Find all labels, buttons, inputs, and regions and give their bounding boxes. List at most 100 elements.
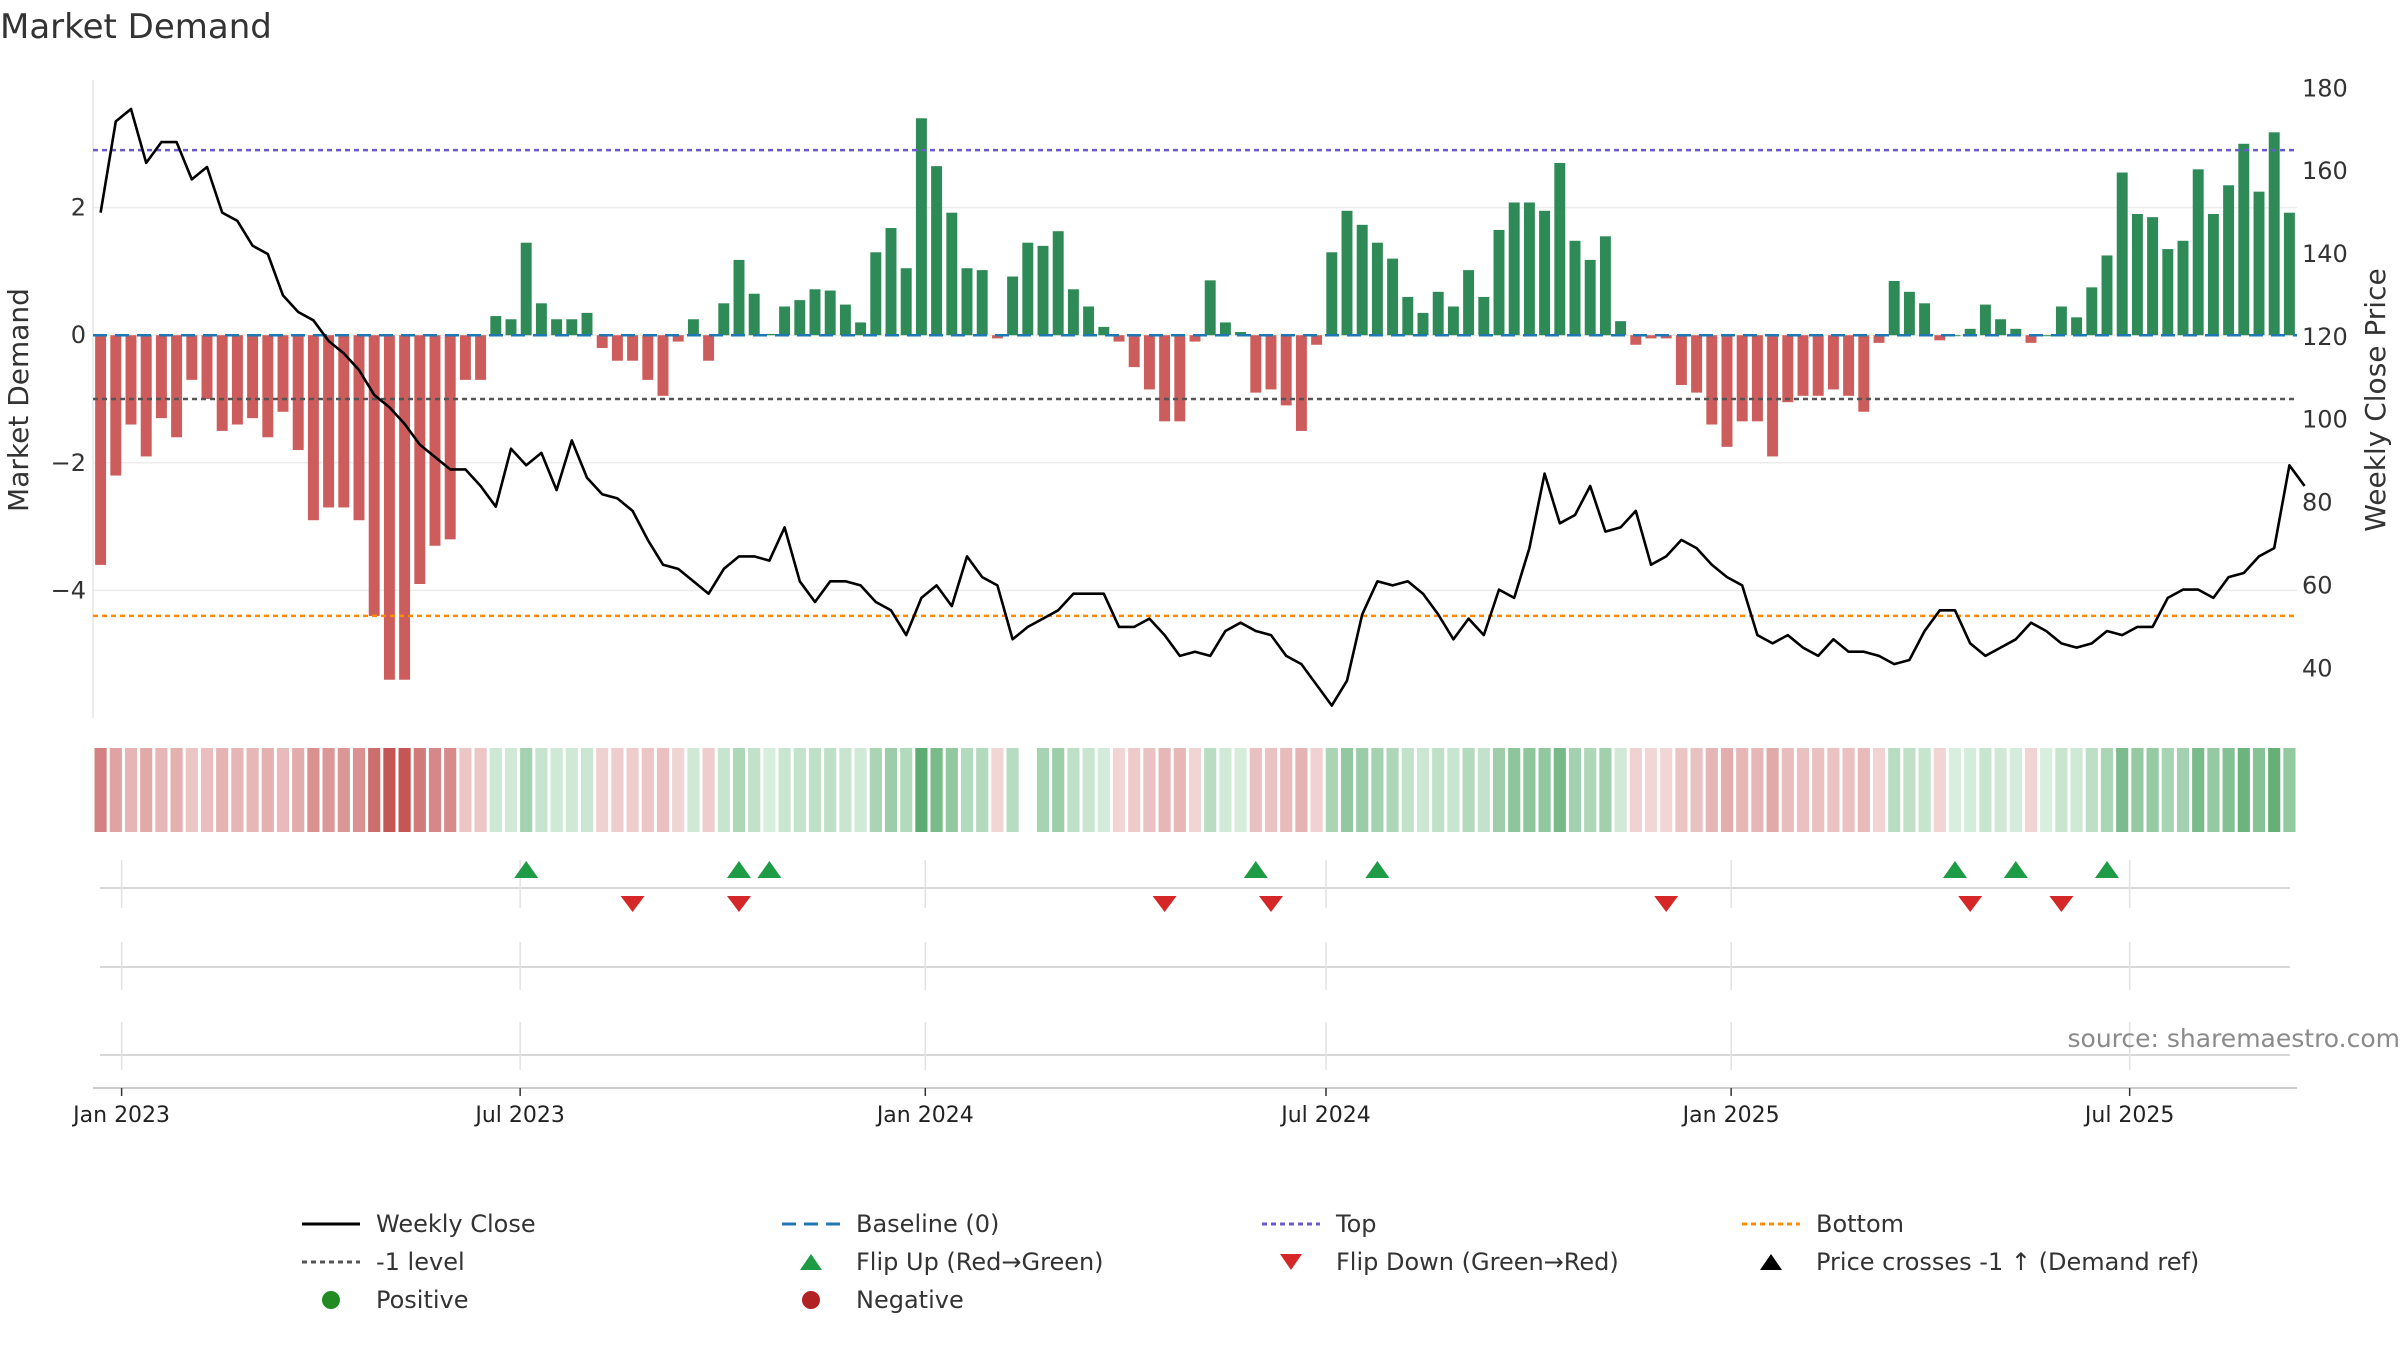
demand-bar bbox=[140, 335, 152, 457]
heat-cell bbox=[109, 748, 122, 832]
chart-title: Market Demand bbox=[0, 7, 272, 47]
heat-cell bbox=[459, 748, 472, 832]
demand-bar bbox=[338, 335, 350, 508]
demand-bar bbox=[1493, 229, 1505, 336]
heat-cell bbox=[352, 748, 366, 832]
heat-cell bbox=[565, 748, 578, 832]
demand-bar bbox=[1903, 291, 1915, 336]
heat-cell bbox=[1857, 748, 1870, 832]
demand-bar bbox=[1022, 242, 1034, 336]
triangle-down-icon bbox=[1280, 1254, 1302, 1270]
heat-cell bbox=[854, 748, 867, 832]
demand-bar bbox=[125, 335, 137, 425]
demand-bar bbox=[870, 252, 882, 336]
demand-bar bbox=[946, 212, 958, 336]
heat-cell bbox=[322, 748, 335, 832]
heat-cell bbox=[1036, 748, 1050, 832]
flip-markers-panel bbox=[93, 860, 2297, 1089]
heat-cell bbox=[1173, 748, 1186, 832]
demand-bar bbox=[855, 322, 867, 336]
heat-cell bbox=[2161, 748, 2174, 832]
heat-cell bbox=[656, 748, 670, 832]
demand-bar bbox=[657, 335, 669, 396]
demand-bar bbox=[642, 335, 654, 380]
demand-bar bbox=[1569, 240, 1581, 336]
heat-cell bbox=[261, 748, 274, 832]
price-line-layer bbox=[99, 107, 2306, 707]
demand-bar bbox=[520, 242, 532, 336]
heat-cell bbox=[915, 748, 928, 832]
heat-cell bbox=[1523, 748, 1536, 832]
demand-bar bbox=[1812, 335, 1824, 396]
heat-cell bbox=[1781, 748, 1794, 832]
right-y-tick-label: 100 bbox=[2302, 406, 2348, 434]
heat-cell bbox=[1644, 748, 1658, 832]
legend-flip-down: Flip Down (Green→Red) bbox=[1260, 1243, 1740, 1281]
demand-bar bbox=[1432, 291, 1444, 336]
heat-cell bbox=[2070, 748, 2083, 832]
legend-minus-one-level: -1 level bbox=[300, 1243, 780, 1281]
heat-cell bbox=[976, 748, 989, 832]
demand-bar bbox=[1265, 335, 1277, 390]
demand-bar bbox=[1584, 259, 1596, 336]
heat-cell bbox=[1219, 748, 1232, 832]
heat-cell bbox=[1796, 748, 1810, 832]
heat-cell bbox=[185, 748, 198, 832]
heat-cell bbox=[216, 748, 229, 832]
heat-cell bbox=[1675, 748, 1688, 832]
demand-bar bbox=[2268, 132, 2280, 336]
heat-cell bbox=[140, 748, 153, 832]
heat-cell bbox=[900, 748, 913, 832]
heat-cell bbox=[2252, 748, 2266, 832]
demand-bar bbox=[763, 333, 775, 336]
heat-cell bbox=[1568, 748, 1582, 832]
heat-cell bbox=[1188, 748, 1202, 832]
demand-bar bbox=[1341, 210, 1353, 336]
heat-cell bbox=[124, 748, 138, 832]
legend-baseline: Baseline (0) bbox=[780, 1205, 1260, 1243]
heat-cell bbox=[1751, 748, 1764, 832]
heat-cell bbox=[1599, 748, 1612, 832]
demand-bar bbox=[444, 335, 456, 540]
heat-cell bbox=[2085, 748, 2098, 832]
heat-cell bbox=[611, 748, 624, 832]
heat-cell bbox=[1812, 748, 1825, 832]
demand-bar bbox=[1219, 322, 1231, 336]
demand-bar bbox=[2131, 213, 2143, 336]
demand-bar bbox=[687, 319, 699, 336]
demand-bar bbox=[1387, 258, 1399, 336]
demand-bar bbox=[2207, 213, 2219, 336]
demand-bar bbox=[490, 316, 502, 336]
weekly-close-line bbox=[99, 107, 2306, 707]
heat-cell bbox=[1827, 748, 1840, 832]
demand-bar bbox=[247, 335, 259, 419]
flip-up-marker bbox=[757, 861, 782, 878]
demand-bar bbox=[383, 335, 395, 680]
demand-bar bbox=[703, 335, 715, 361]
demand-bar bbox=[885, 228, 897, 336]
demand-bar bbox=[475, 335, 487, 380]
heat-cell bbox=[1325, 748, 1338, 832]
heat-cell bbox=[1386, 748, 1399, 832]
left-y-tick-label: 2 bbox=[71, 194, 86, 222]
heat-cell bbox=[1766, 748, 1779, 832]
legend-label: Bottom bbox=[1816, 1210, 1905, 1238]
demand-bar bbox=[672, 335, 684, 342]
demand-bar bbox=[2177, 240, 2189, 336]
legend-price-cross: Price crosses -1 ↑ (Demand ref) bbox=[1740, 1243, 2280, 1281]
heat-cell bbox=[1720, 748, 1734, 832]
flip-up-marker bbox=[514, 861, 539, 878]
heat-cell bbox=[368, 748, 381, 832]
demand-bar bbox=[459, 335, 471, 380]
heat-cell bbox=[1629, 748, 1642, 832]
demand-bars bbox=[95, 118, 2295, 680]
legend-label: Price crosses -1 ↑ (Demand ref) bbox=[1816, 1248, 2200, 1276]
heat-cell bbox=[170, 748, 183, 832]
heat-cell bbox=[2040, 748, 2053, 832]
demand-bar bbox=[2253, 191, 2265, 336]
demand-bar bbox=[824, 290, 836, 336]
x-tick-label: Jan 2023 bbox=[71, 1103, 170, 1128]
demand-bar bbox=[1873, 335, 1885, 343]
demand-bar bbox=[779, 306, 791, 336]
demand-bar bbox=[2283, 212, 2295, 336]
